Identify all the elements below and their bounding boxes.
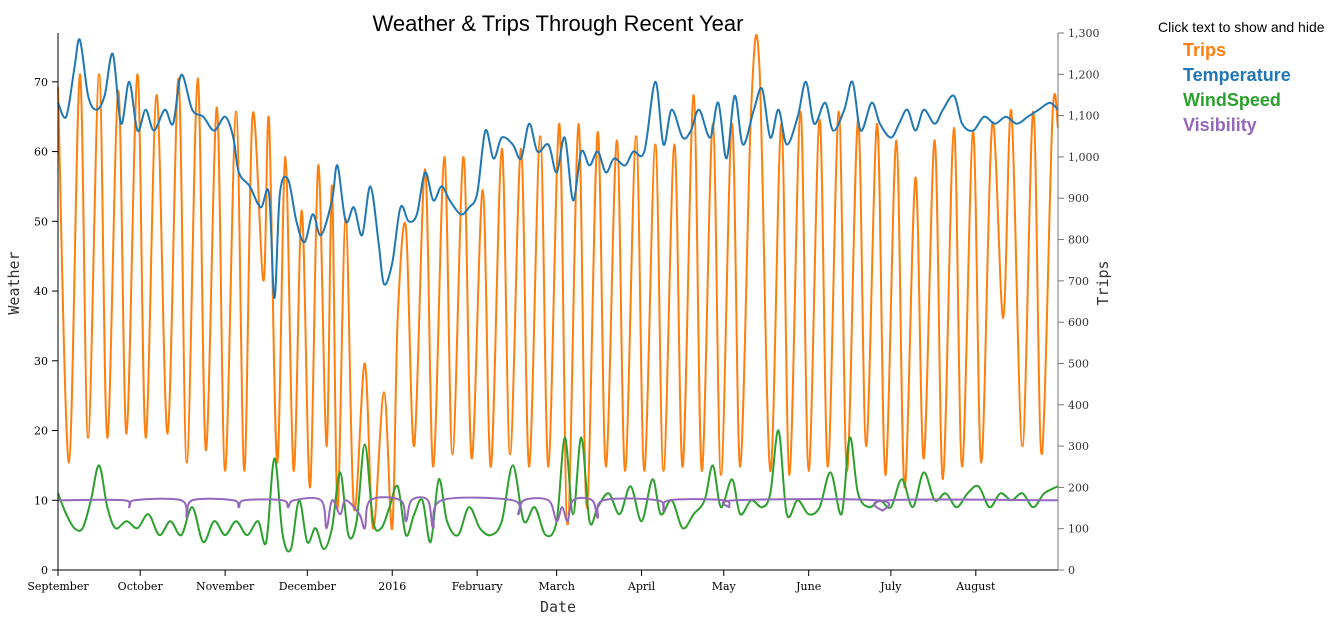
x-tick-label: July: [879, 580, 902, 593]
left-y-tick-label: 0: [41, 564, 48, 577]
x-tick-label: February: [452, 580, 504, 593]
right-y-tick-label: 300: [1068, 440, 1089, 453]
left-y-axis-ticks: 0 10 20 30 40 50 60 70: [34, 76, 58, 577]
legend-item-visibility[interactable]: Visibility: [1183, 115, 1257, 135]
x-axis-label: Date: [540, 598, 576, 616]
right-y-tick-label: 500: [1068, 357, 1089, 370]
series-line-trips: [57, 33, 1059, 530]
legend: Trips Temperature WindSpeed Visibility: [1183, 40, 1291, 135]
legend-item-windspeed[interactable]: WindSpeed: [1183, 90, 1281, 110]
right-y-tick-label: 1,000: [1068, 151, 1100, 164]
right-y-axis-label: Trips: [1094, 260, 1112, 305]
x-tick-label: August: [955, 580, 996, 593]
series-line-windspeed: [57, 429, 1059, 553]
right-y-tick-label: 700: [1068, 275, 1089, 288]
right-y-tick-label: 1,100: [1068, 110, 1100, 123]
x-tick-label: June: [795, 580, 821, 593]
x-tick-label: December: [279, 580, 337, 593]
chart-title: Weather & Trips Through Recent Year: [373, 11, 744, 36]
left-y-tick-label: 10: [34, 494, 48, 507]
left-y-tick-label: 30: [34, 355, 48, 368]
series-line-visibility: [57, 496, 1059, 530]
left-y-tick-label: 20: [34, 425, 48, 438]
right-y-tick-label: 600: [1068, 316, 1089, 329]
left-y-tick-label: 70: [34, 76, 48, 89]
left-y-tick-label: 50: [34, 215, 48, 228]
plot-series-group: [57, 33, 1059, 553]
right-y-tick-label: 0: [1068, 564, 1075, 577]
x-tick-label: May: [712, 580, 737, 593]
x-tick-label: November: [196, 580, 255, 593]
right-y-tick-label: 900: [1068, 192, 1089, 205]
right-y-tick-label: 1,200: [1068, 68, 1100, 81]
x-tick-label: 2016: [378, 580, 406, 593]
x-tick-label: April: [627, 580, 656, 593]
legend-item-temperature[interactable]: Temperature: [1183, 65, 1291, 85]
x-tick-label: September: [27, 580, 89, 593]
right-y-tick-label: 1,300: [1068, 27, 1100, 40]
legend-hint: Click text to show and hide: [1158, 19, 1325, 35]
left-y-tick-label: 40: [34, 285, 48, 298]
right-y-tick-label: 200: [1068, 481, 1089, 494]
right-y-tick-label: 800: [1068, 234, 1089, 247]
left-y-tick-label: 60: [34, 146, 48, 159]
right-y-axis-ticks: 0 100 200 300 400 500 600 700 800 900 1,000 1,100 1,…: [1058, 27, 1100, 577]
left-y-axis-label: Weather: [5, 251, 23, 314]
right-y-tick-label: 100: [1068, 523, 1089, 536]
series-line-temperature: [57, 38, 1059, 299]
x-tick-label: October: [118, 580, 164, 593]
x-axis-ticks: September October November December 2016 Febr…: [27, 570, 996, 593]
legend-item-trips[interactable]: Trips: [1183, 40, 1226, 60]
right-y-tick-label: 400: [1068, 399, 1089, 412]
x-tick-label: March: [538, 580, 574, 593]
